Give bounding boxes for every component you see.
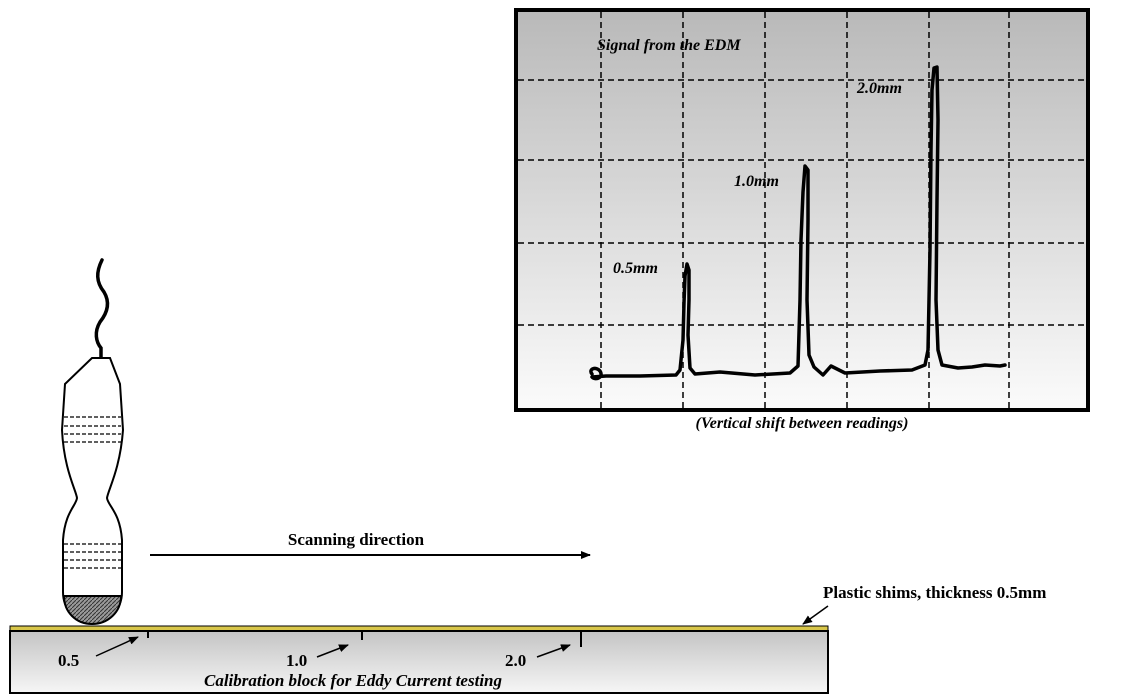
signal-screen: Signal from the EDM 0.5mm 1.0mm 2.0mm bbox=[514, 8, 1090, 412]
peak-label-2-0mm: 2.0mm bbox=[856, 80, 902, 97]
block-caption: Calibration block for Eddy Current testi… bbox=[204, 671, 503, 690]
calibration-block: 0.5 1.0 2.0 Calibration block for Eddy C… bbox=[9, 630, 829, 694]
scanning-direction-label: Scanning direction bbox=[288, 530, 425, 549]
probe-cable bbox=[94, 258, 110, 360]
probe-tip bbox=[62, 595, 123, 626]
notch-arrow-2-0 bbox=[536, 644, 571, 658]
notch-arrow-0-5 bbox=[95, 636, 139, 657]
screen-title: Signal from the EDM bbox=[597, 37, 741, 54]
peak-label-0-5mm: 0.5mm bbox=[613, 260, 658, 277]
notch-label-2-0: 2.0 bbox=[505, 651, 526, 670]
probe-grip-rings bbox=[64, 416, 121, 569]
block-body bbox=[9, 630, 829, 694]
screen-caption: (Vertical shift between readings) bbox=[696, 415, 909, 432]
peak-label-1-0mm: 1.0mm bbox=[734, 173, 779, 190]
eddy-current-probe bbox=[60, 258, 125, 626]
notch-label-0-5: 0.5 bbox=[58, 651, 79, 670]
notch-arrow-1-0 bbox=[316, 644, 349, 658]
shim-label: Plastic shims, thickness 0.5mm bbox=[823, 583, 1046, 602]
probe-body bbox=[60, 357, 125, 624]
notch-label-1-0: 1.0 bbox=[286, 651, 307, 670]
shim-pointer-arrow bbox=[802, 605, 829, 625]
signal-trace bbox=[589, 65, 1007, 381]
